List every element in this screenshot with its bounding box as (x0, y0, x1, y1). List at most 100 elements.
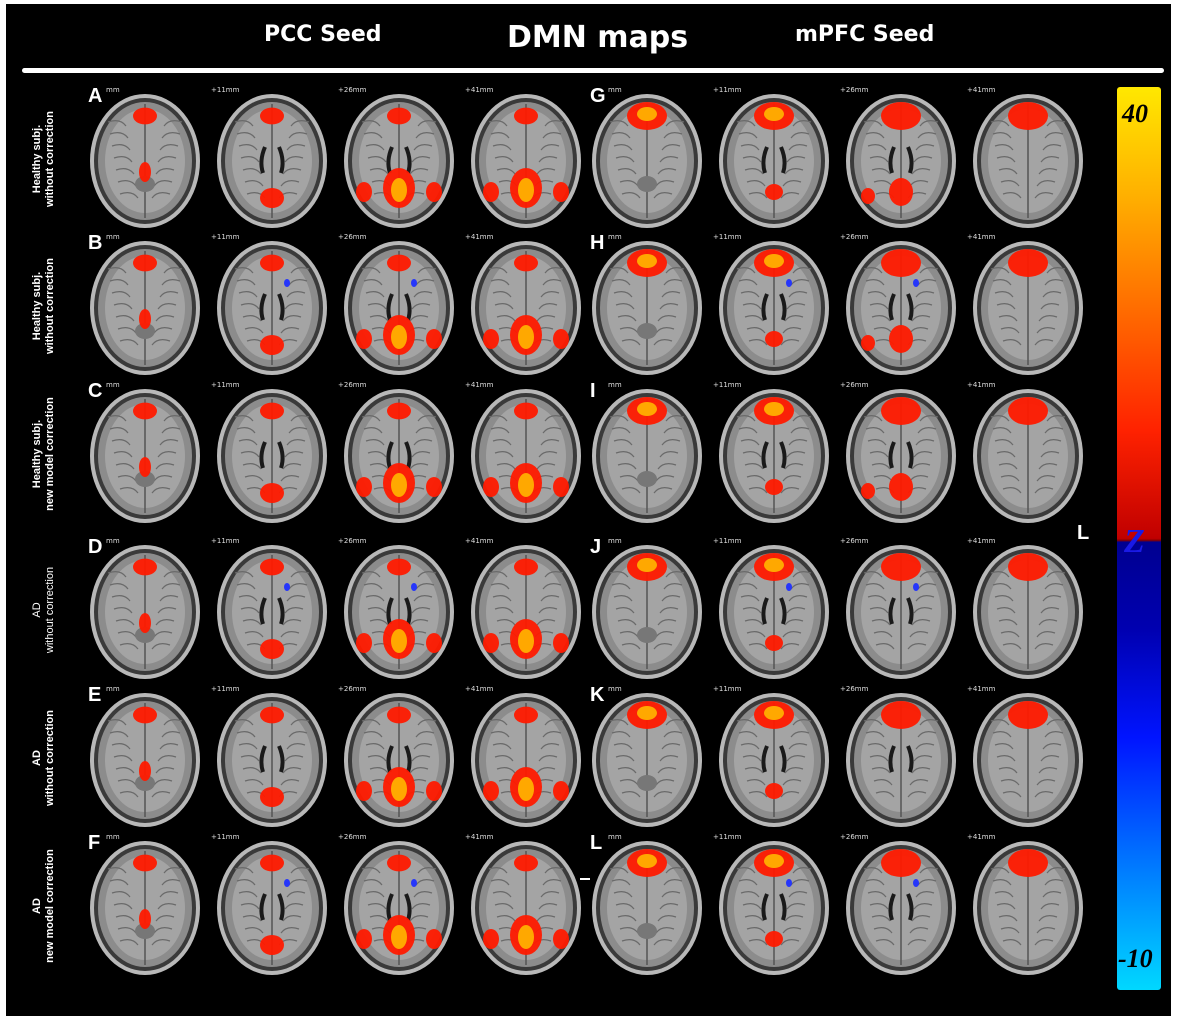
slice-label: +26mm (840, 381, 869, 389)
panel-f: mm +11mm +26mm +41mm F (88, 831, 593, 979)
slice-label: +26mm (840, 233, 869, 241)
slice-label: +41mm (465, 833, 494, 841)
panel-letter: H (590, 232, 605, 254)
brain-slice (342, 239, 456, 377)
colorbar (1117, 87, 1161, 990)
panel-letter: G (590, 85, 606, 107)
slice-label: mm (608, 381, 622, 389)
slice-label: +41mm (465, 233, 494, 241)
panel-b: mm +11mm +26mm +41mm B (88, 231, 593, 379)
brain-slice (590, 543, 704, 681)
slice-label: +26mm (840, 685, 869, 693)
brain-slice (717, 92, 831, 230)
slice-label: mm (106, 86, 120, 94)
slice-label: +41mm (465, 537, 494, 545)
brain-slice (469, 239, 583, 377)
brain-slice (971, 239, 1085, 377)
panel-letter: C (88, 380, 103, 402)
slice-label: mm (106, 833, 120, 841)
brain-slice (469, 691, 583, 829)
brain-slice (844, 691, 958, 829)
panel-letter: K (590, 684, 605, 706)
brain-slice (844, 839, 958, 977)
slice-label: +11mm (211, 685, 240, 693)
row-label-5: AD without correction (6, 683, 82, 833)
slice-label: +11mm (211, 233, 240, 241)
brain-slice (215, 92, 329, 230)
slice-label: +26mm (338, 233, 367, 241)
brain-slice (88, 691, 202, 829)
brain-slice (215, 839, 329, 977)
brain-slice (717, 387, 831, 525)
brain-slice (590, 691, 704, 829)
slice-label: mm (608, 233, 622, 241)
slice-label: +11mm (713, 381, 742, 389)
brain-slice (469, 543, 583, 681)
slice-label: mm (106, 685, 120, 693)
slice-label: mm (608, 833, 622, 841)
brain-slice (590, 387, 704, 525)
brain-slice (590, 839, 704, 977)
brain-slice (88, 839, 202, 977)
slice-label: mm (608, 537, 622, 545)
row-label-text: AD new model correction (31, 849, 57, 963)
panel-k: mm +11mm +26mm +41mm K (590, 683, 1095, 831)
slice-label: +26mm (338, 685, 367, 693)
brain-slice (342, 839, 456, 977)
brain-slice (971, 387, 1085, 525)
slice-label: +41mm (967, 86, 996, 94)
slice-label: +11mm (211, 537, 240, 545)
slice-label: mm (106, 537, 120, 545)
slice-label: +41mm (465, 381, 494, 389)
brain-slice (215, 691, 329, 829)
mpfc-seed-title: mPFC Seed (795, 22, 935, 47)
row-label-text: Healthy subj. without correction (31, 258, 57, 354)
panel-a: mm +11mm +26mm +41mm A (88, 84, 593, 232)
brain-slice (342, 92, 456, 230)
brain-slice (342, 543, 456, 681)
slice-label: +26mm (338, 537, 367, 545)
panel-h: mm +11mm +26mm +41mm H (590, 231, 1095, 379)
panel-letter-extra: L (1077, 522, 1090, 544)
slice-label: +11mm (713, 685, 742, 693)
brain-slice (342, 387, 456, 525)
row-label-1: Healthy subj. without correction (6, 84, 82, 234)
slice-label: +26mm (338, 381, 367, 389)
panel-c: mm +11mm +26mm +41mm C (88, 379, 593, 527)
slice-label: +41mm (967, 685, 996, 693)
panel-d: mm +11mm +26mm +41mm D (88, 535, 593, 683)
slice-label: +11mm (713, 537, 742, 545)
slice-label: +41mm (967, 233, 996, 241)
brain-slice (88, 387, 202, 525)
panel-l-right: mm +11mm +26mm +41mm L (590, 831, 1095, 979)
brain-slice (844, 387, 958, 525)
slice-label: mm (608, 685, 622, 693)
brain-slice (215, 387, 329, 525)
colorbar-axis-label: Z (1124, 523, 1145, 560)
panel-letter: D (88, 536, 103, 558)
slice-label: +41mm (967, 833, 996, 841)
panel-letter: E (88, 684, 102, 706)
row-label-text: Healthy subj. new model correction (31, 397, 57, 511)
brain-slice (971, 839, 1085, 977)
header-divider (22, 68, 1164, 73)
dash-mark (580, 878, 590, 880)
row-label-text: AD without correction (31, 566, 56, 654)
brain-slice (844, 239, 958, 377)
slice-label: +11mm (211, 86, 240, 94)
slice-label: +26mm (338, 86, 367, 94)
slice-label: +11mm (713, 86, 742, 94)
brain-slice (971, 691, 1085, 829)
brain-slice (88, 543, 202, 681)
row-label-3: Healthy subj. new model correction (6, 379, 82, 529)
brain-slice (844, 543, 958, 681)
brain-slice (717, 691, 831, 829)
slice-label: +26mm (840, 833, 869, 841)
slice-label: +26mm (338, 833, 367, 841)
slice-label: +11mm (713, 233, 742, 241)
panel-letter: I (590, 380, 596, 402)
brain-slice (590, 92, 704, 230)
panel-letter: J (590, 536, 602, 558)
slice-label: +26mm (840, 537, 869, 545)
panel-letter: L (590, 832, 603, 854)
